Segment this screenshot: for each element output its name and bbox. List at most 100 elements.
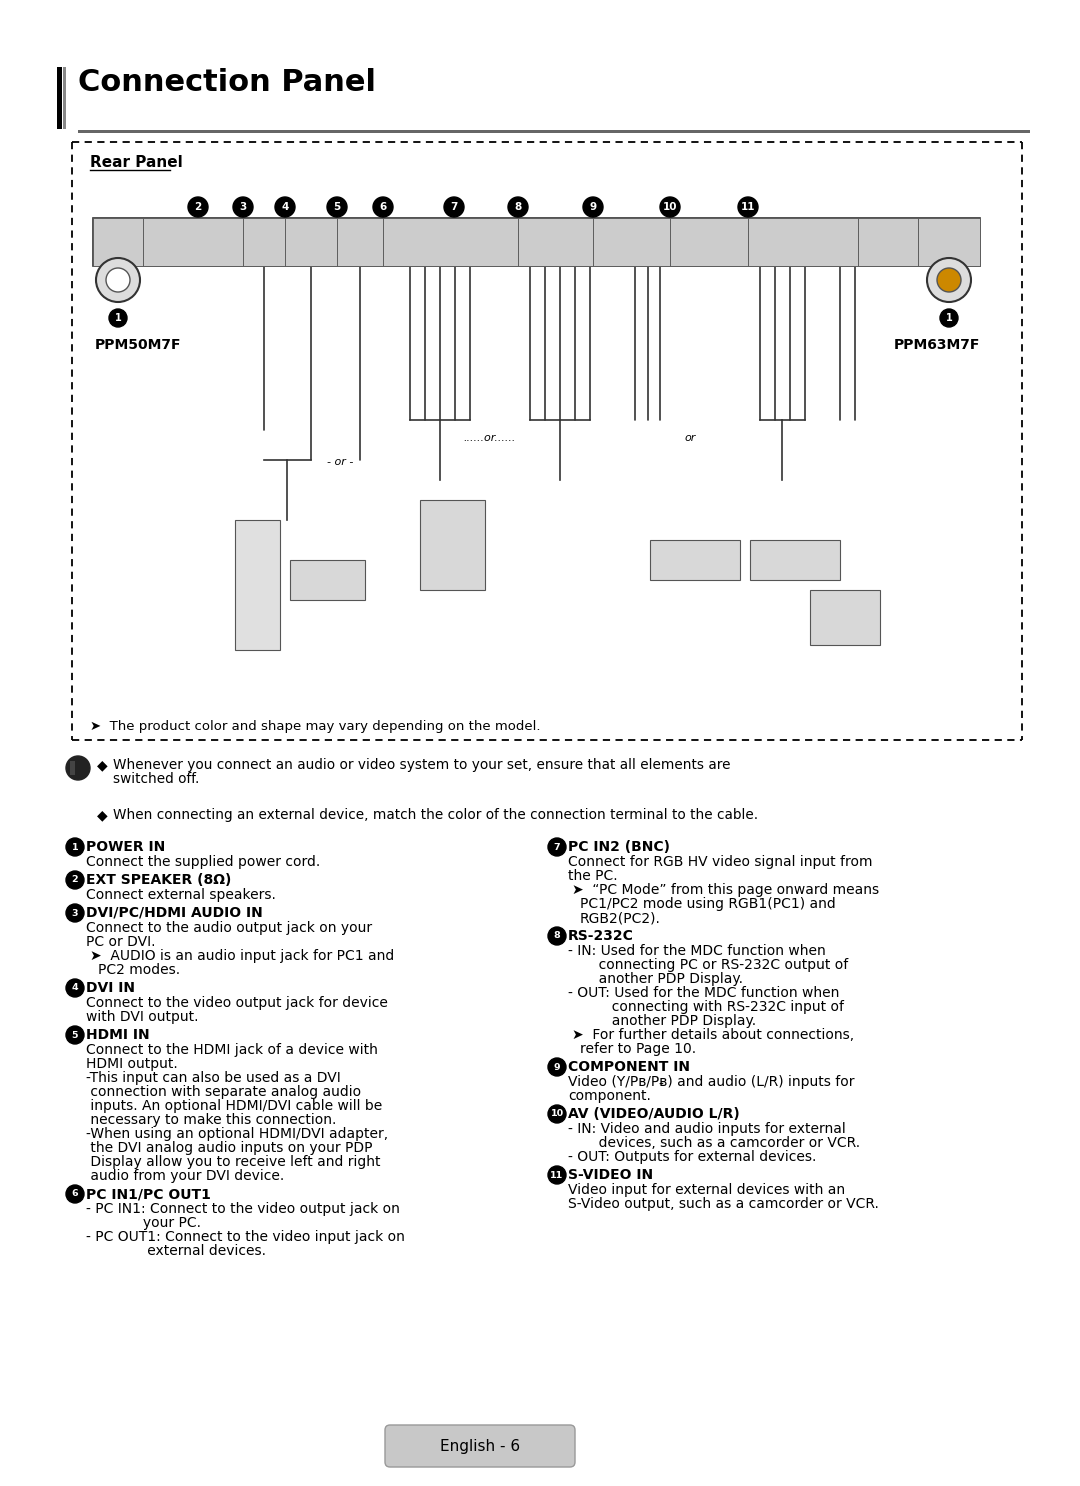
Text: - IN: Video and audio inputs for external: - IN: Video and audio inputs for externa…	[568, 1122, 846, 1135]
Text: 5: 5	[334, 202, 340, 212]
Text: EXT SPEAKER (8Ω): EXT SPEAKER (8Ω)	[86, 872, 231, 887]
Circle shape	[583, 198, 603, 217]
Text: PC IN1(RGB)
PC OUT1(RGB): PC IN1(RGB) PC OUT1(RGB)	[394, 221, 434, 233]
Text: PC IN 2 (BNC): PC IN 2 (BNC)	[436, 227, 474, 233]
Circle shape	[327, 198, 347, 217]
Text: 9: 9	[590, 202, 596, 212]
Text: 3: 3	[240, 202, 246, 212]
Text: 5: 5	[71, 1030, 78, 1040]
Text: RGB2(PC2).: RGB2(PC2).	[580, 911, 661, 924]
Circle shape	[548, 1106, 566, 1123]
Circle shape	[66, 756, 90, 780]
Text: inputs. An optional HDMI/DVI cable will be: inputs. An optional HDMI/DVI cable will …	[86, 1100, 382, 1113]
Text: POWER IN: POWER IN	[86, 840, 165, 854]
Text: COMPONENT IN: COMPONENT IN	[609, 224, 651, 230]
Circle shape	[373, 198, 393, 217]
Text: DVI/PC/HDMI AUDIO IN: DVI/PC/HDMI AUDIO IN	[86, 906, 262, 920]
Circle shape	[548, 838, 566, 856]
Text: 1: 1	[946, 314, 953, 322]
Text: DVI/PC
HDMI
AUDIO IN: DVI/PC HDMI AUDIO IN	[252, 227, 276, 245]
Text: RS-232C: RS-232C	[568, 929, 634, 944]
Text: PPM63M7F: PPM63M7F	[893, 337, 980, 352]
Text: 2: 2	[71, 875, 79, 884]
Circle shape	[96, 259, 140, 302]
Bar	[243, 218, 285, 266]
Text: external devices.: external devices.	[86, 1244, 266, 1259]
Text: or: or	[685, 432, 696, 443]
Bar	[63, 67, 66, 129]
Text: HDMI IN: HDMI IN	[348, 227, 373, 233]
Text: another PDP Display.: another PDP Display.	[568, 972, 743, 987]
Text: with DVI output.: with DVI output.	[86, 1010, 199, 1024]
Bar	[650, 539, 740, 580]
Text: When connecting an external device, match the color of the connection terminal t: When connecting an external device, matc…	[113, 808, 758, 822]
Text: connecting with RS-232C input of: connecting with RS-232C input of	[568, 1000, 843, 1013]
Text: S-VIDEO
IN: S-VIDEO IN	[847, 227, 869, 239]
Bar	[235, 520, 280, 649]
Text: ➤  The product color and shape may vary depending on the model.: ➤ The product color and shape may vary d…	[90, 721, 540, 733]
Text: S-VIDEO IN: S-VIDEO IN	[568, 1168, 653, 1181]
Text: Display allow you to receive left and right: Display allow you to receive left and ri…	[86, 1155, 380, 1169]
Text: Rear Panel: Rear Panel	[90, 155, 183, 169]
Text: HDMI output.: HDMI output.	[86, 1057, 178, 1071]
Circle shape	[188, 198, 208, 217]
Text: COMPONENT IN: COMPONENT IN	[568, 1060, 690, 1074]
Text: PC2 modes.: PC2 modes.	[98, 963, 180, 976]
Text: Connect to the video output jack for device: Connect to the video output jack for dev…	[86, 996, 388, 1010]
Text: 4: 4	[281, 202, 288, 212]
Text: English - 6: English - 6	[440, 1438, 521, 1453]
FancyBboxPatch shape	[384, 1425, 575, 1467]
Text: 7: 7	[554, 843, 561, 851]
Bar	[858, 218, 918, 266]
Bar	[918, 218, 980, 266]
Circle shape	[66, 871, 84, 889]
Text: 11: 11	[741, 202, 755, 212]
Bar	[420, 499, 485, 590]
Circle shape	[940, 309, 958, 327]
Text: component.: component.	[568, 1089, 651, 1103]
Circle shape	[66, 903, 84, 921]
Text: PC or DVI.: PC or DVI.	[86, 935, 156, 950]
Text: Video input for external devices with an: Video input for external devices with an	[568, 1183, 846, 1198]
Text: 4: 4	[71, 984, 79, 993]
Bar	[810, 590, 880, 645]
Text: ◆: ◆	[97, 758, 108, 773]
Circle shape	[66, 1184, 84, 1204]
Text: HDMI IN: HDMI IN	[86, 1028, 150, 1042]
Text: connecting PC or RS-232C output of: connecting PC or RS-232C output of	[568, 958, 848, 972]
Circle shape	[66, 979, 84, 997]
Text: Connect external speakers.: Connect external speakers.	[86, 889, 275, 902]
Circle shape	[106, 267, 130, 293]
Text: PC IN2 (BNC): PC IN2 (BNC)	[568, 840, 670, 854]
Text: Whenever you connect an audio or video system to your set, ensure that all eleme: Whenever you connect an audio or video s…	[113, 758, 730, 773]
Circle shape	[548, 1058, 566, 1076]
Text: AV IN
AUDIO
VIDEO
AV OUT: AV IN AUDIO VIDEO AV OUT	[738, 221, 758, 244]
Text: - IN: Used for the MDC function when: - IN: Used for the MDC function when	[568, 944, 826, 958]
Text: 8: 8	[554, 932, 561, 941]
Bar	[78, 129, 1030, 132]
Text: your PC.: your PC.	[86, 1216, 201, 1230]
Text: Connect the supplied power cord.: Connect the supplied power cord.	[86, 854, 321, 869]
Text: -This input can also be used as a DVI: -This input can also be used as a DVI	[86, 1071, 341, 1085]
Bar	[337, 218, 383, 266]
Text: -When using an optional HDMI/DVI adapter,: -When using an optional HDMI/DVI adapter…	[86, 1126, 388, 1141]
Text: DVI IN: DVI IN	[86, 981, 135, 996]
Text: the DVI analog audio inputs on your PDP: the DVI analog audio inputs on your PDP	[86, 1141, 373, 1155]
Text: audio from your DVI device.: audio from your DVI device.	[86, 1169, 284, 1183]
Text: ➤  “PC Mode” from this page onward means: ➤ “PC Mode” from this page onward means	[572, 883, 879, 898]
Text: PC1/PC2 mode using RGB1(PC1) and: PC1/PC2 mode using RGB1(PC1) and	[580, 898, 836, 911]
Text: Video (Y/Pʙ/Pᴃ) and audio (L/R) inputs for: Video (Y/Pʙ/Pᴃ) and audio (L/R) inputs f…	[568, 1074, 854, 1089]
Bar	[57, 67, 62, 129]
Circle shape	[109, 309, 127, 327]
Bar	[93, 218, 980, 266]
Text: the PC.: the PC.	[568, 869, 618, 883]
Text: 2: 2	[194, 202, 202, 212]
Text: - OUT: Outputs for external devices.: - OUT: Outputs for external devices.	[568, 1150, 816, 1164]
Bar	[670, 218, 748, 266]
Bar	[593, 218, 670, 266]
Text: devices, such as a camcorder or VCR.: devices, such as a camcorder or VCR.	[568, 1135, 860, 1150]
Circle shape	[66, 838, 84, 856]
Circle shape	[444, 198, 464, 217]
Text: 6: 6	[71, 1189, 79, 1199]
Text: 1: 1	[114, 314, 121, 322]
